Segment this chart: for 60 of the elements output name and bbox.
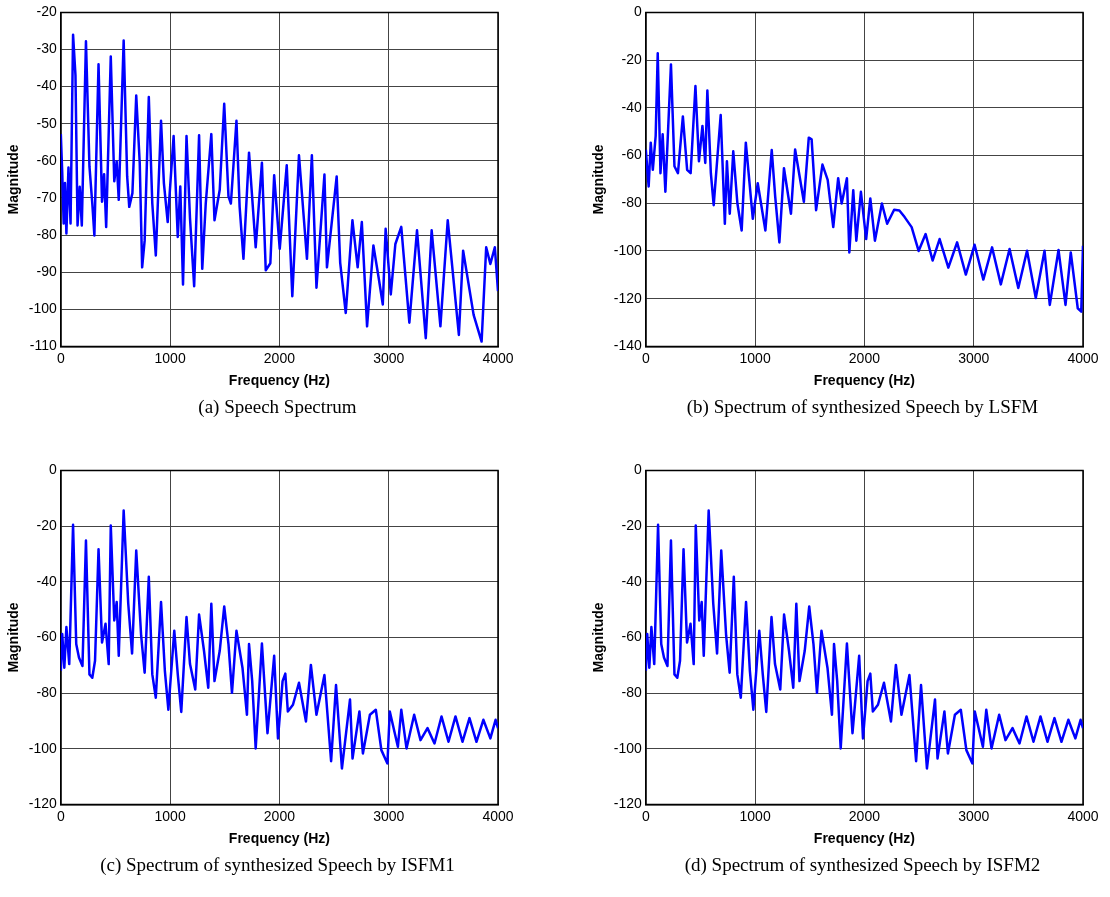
- y-tick-label: -20: [36, 516, 58, 533]
- x-tick-label: 2000: [263, 807, 296, 824]
- text: (d) Spectrum of synthesized Speech by ISFM2: [683, 854, 1042, 876]
- y-tick-label: -140: [613, 337, 643, 354]
- x-tick-label: 4000: [482, 807, 514, 824]
- y-tick-label: -120: [613, 795, 643, 812]
- y-tick-label: -120: [613, 289, 643, 306]
- y-tick-label: -60: [36, 628, 58, 645]
- y-tick-label: -40: [621, 98, 643, 115]
- y-tick-label: -110: [29, 337, 58, 354]
- y-tick-label: -20: [621, 516, 643, 533]
- y-tick-label: 0: [634, 461, 643, 478]
- text: (b) Spectrum of synthesized Speech by LSFM: [685, 396, 1040, 418]
- y-axis-title: Magnitude: [5, 144, 22, 215]
- y-tick-label: -80: [621, 194, 643, 211]
- y-tick-label: -80: [621, 683, 643, 700]
- y-tick-label: -100: [613, 241, 643, 258]
- x-tick-label: 3000: [958, 349, 990, 366]
- y-tick-label: -20: [621, 50, 643, 67]
- y-axis-title: Magnitude: [5, 602, 22, 673]
- y-tick-label: -40: [36, 77, 58, 94]
- x-axis-title: Frequency (Hz): [228, 830, 330, 847]
- x-tick-label: 2000: [848, 807, 881, 824]
- y-tick-label: -30: [36, 40, 58, 57]
- y-tick-label: -100: [613, 739, 643, 756]
- y-tick-label: -70: [36, 188, 58, 205]
- y-tick-label: -80: [36, 683, 58, 700]
- x-tick-label: 1000: [739, 807, 771, 824]
- y-axis-title: Magnitude: [590, 602, 607, 673]
- x-axis-title: Frequency (Hz): [228, 372, 330, 389]
- text: (a) Speech Spectrum: [197, 396, 358, 418]
- y-tick-label: -90: [36, 263, 58, 280]
- y-axis-title: Magnitude: [590, 144, 607, 215]
- x-tick-label: 3000: [958, 807, 990, 824]
- x-tick-label: 3000: [373, 349, 405, 366]
- y-tick-label: 0: [49, 461, 58, 478]
- y-tick-label: -60: [621, 146, 643, 163]
- y-tick-label: -80: [36, 225, 58, 242]
- y-tick-label: -60: [621, 628, 643, 645]
- x-axis-title: Frequency (Hz): [813, 830, 915, 847]
- x-tick-label: 1000: [154, 807, 186, 824]
- text: (c) Spectrum of synthesized Speech by ISFM1: [99, 854, 456, 876]
- x-tick-label: 3000: [373, 807, 405, 824]
- x-tick-label: 1000: [739, 349, 771, 366]
- y-tick-label: -50: [36, 114, 58, 131]
- x-tick-label: 2000: [848, 349, 881, 366]
- x-axis-title: Frequency (Hz): [813, 372, 915, 389]
- x-tick-label: 4000: [482, 349, 514, 366]
- y-tick-label: -20: [36, 3, 58, 20]
- y-tick-label: -120: [28, 795, 58, 812]
- x-tick-label: 4000: [1067, 807, 1099, 824]
- y-tick-label: -40: [36, 572, 58, 589]
- y-tick-label: -60: [36, 151, 58, 168]
- x-tick-label: 2000: [263, 349, 296, 366]
- y-tick-label: -100: [28, 300, 58, 317]
- y-tick-label: -40: [621, 572, 643, 589]
- x-tick-label: 4000: [1067, 349, 1099, 366]
- y-tick-label: -100: [28, 739, 58, 756]
- x-tick-label: 1000: [154, 349, 186, 366]
- y-tick-label: 0: [634, 3, 643, 20]
